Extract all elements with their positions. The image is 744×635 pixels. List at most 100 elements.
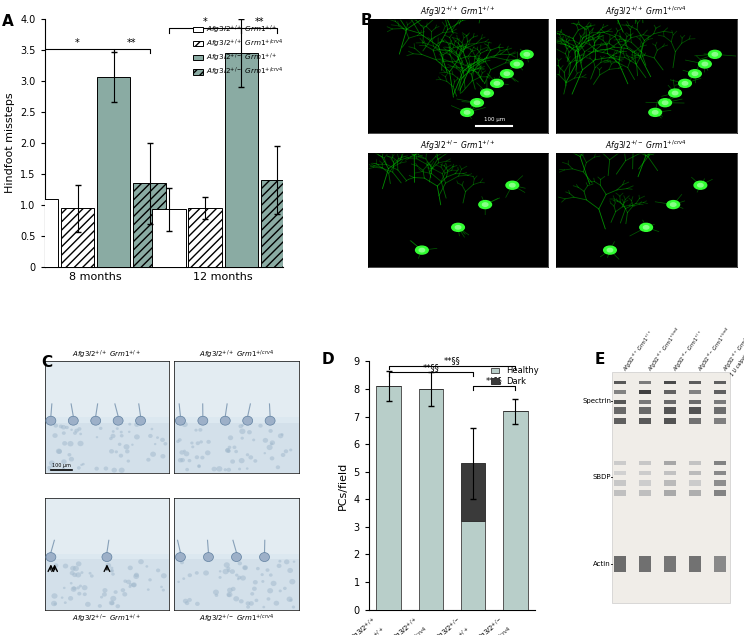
Title: $Afg3l2^{+/+}$ $Grm1^{+/+}$: $Afg3l2^{+/+}$ $Grm1^{+/+}$ — [420, 4, 496, 19]
Circle shape — [702, 62, 708, 65]
Circle shape — [185, 601, 190, 605]
Circle shape — [263, 606, 265, 608]
Bar — [174, 423, 299, 473]
Y-axis label: PCs/field: PCs/field — [338, 462, 348, 510]
Circle shape — [46, 416, 56, 425]
Circle shape — [191, 446, 194, 448]
Bar — [664, 461, 676, 465]
Circle shape — [246, 453, 249, 457]
Circle shape — [475, 101, 480, 104]
Circle shape — [266, 568, 269, 572]
Circle shape — [206, 440, 211, 444]
Circle shape — [131, 444, 134, 446]
Bar — [614, 408, 626, 413]
Bar — [689, 418, 701, 424]
Bar — [614, 399, 626, 404]
Circle shape — [71, 587, 77, 592]
Circle shape — [161, 573, 167, 578]
Circle shape — [482, 203, 488, 206]
Text: $Afg3l2^{+/+}$ $Grm1^{+/+}$: $Afg3l2^{+/+}$ $Grm1^{+/+}$ — [621, 328, 657, 373]
Circle shape — [72, 586, 76, 590]
Circle shape — [109, 449, 114, 453]
Circle shape — [270, 440, 275, 445]
Circle shape — [203, 552, 214, 561]
Circle shape — [133, 573, 139, 579]
Circle shape — [240, 437, 244, 439]
Circle shape — [47, 466, 51, 470]
Bar — [664, 418, 676, 424]
Circle shape — [134, 422, 139, 427]
Circle shape — [484, 91, 490, 95]
Circle shape — [62, 564, 68, 568]
Y-axis label: Hindfoot missteps: Hindfoot missteps — [4, 93, 15, 194]
Circle shape — [234, 596, 239, 601]
Circle shape — [284, 559, 289, 565]
Circle shape — [289, 579, 295, 584]
Bar — [689, 556, 701, 572]
Circle shape — [256, 567, 260, 570]
Circle shape — [126, 580, 131, 584]
Circle shape — [111, 573, 115, 576]
Bar — [638, 471, 651, 475]
Circle shape — [57, 450, 62, 454]
Circle shape — [237, 576, 241, 579]
Bar — [689, 471, 701, 475]
X-axis label: $Afg3l2^{+/-}$ $Grm1^{+/+}$: $Afg3l2^{+/-}$ $Grm1^{+/+}$ — [72, 612, 141, 625]
Circle shape — [267, 588, 273, 594]
Circle shape — [237, 561, 242, 565]
Circle shape — [197, 465, 201, 468]
Bar — [638, 391, 651, 394]
Circle shape — [274, 601, 279, 606]
X-axis label: $Afg3l2^{+/-}$ $Grm1^{+/crv4}$: $Afg3l2^{+/-}$ $Grm1^{+/crv4}$ — [199, 612, 274, 625]
Circle shape — [232, 446, 237, 449]
Text: $Afg3l2^{+/-}$ $Grm1^{+/+}$: $Afg3l2^{+/-}$ $Grm1^{+/+}$ — [671, 328, 708, 373]
Circle shape — [471, 98, 484, 107]
Circle shape — [227, 468, 231, 472]
Circle shape — [280, 453, 286, 457]
Circle shape — [125, 450, 129, 453]
Circle shape — [243, 565, 248, 570]
Circle shape — [243, 566, 247, 570]
Circle shape — [73, 566, 79, 572]
Circle shape — [183, 450, 186, 452]
Circle shape — [110, 601, 115, 605]
Circle shape — [134, 573, 139, 577]
Circle shape — [90, 574, 94, 578]
Circle shape — [176, 440, 180, 443]
Circle shape — [109, 570, 113, 573]
Circle shape — [205, 450, 211, 455]
Circle shape — [240, 429, 246, 434]
Circle shape — [464, 110, 469, 114]
Circle shape — [184, 451, 189, 457]
Circle shape — [161, 589, 165, 592]
Circle shape — [230, 569, 235, 574]
Circle shape — [286, 596, 292, 602]
Circle shape — [116, 427, 119, 430]
Circle shape — [109, 600, 115, 605]
Title: $Afg3l2^{+/+}$ $Grm1^{+/crv4}$: $Afg3l2^{+/+}$ $Grm1^{+/crv4}$ — [199, 349, 274, 361]
Circle shape — [109, 437, 113, 440]
Circle shape — [699, 60, 711, 68]
Circle shape — [68, 596, 73, 601]
Circle shape — [228, 446, 231, 449]
Circle shape — [283, 587, 286, 590]
Circle shape — [219, 576, 222, 579]
Circle shape — [712, 53, 717, 56]
Circle shape — [77, 592, 81, 596]
Bar — [45, 361, 169, 417]
Bar — [614, 418, 626, 424]
Bar — [713, 556, 726, 572]
Bar — [689, 391, 701, 394]
Circle shape — [227, 450, 231, 453]
Circle shape — [667, 201, 679, 208]
Circle shape — [481, 89, 493, 97]
Circle shape — [164, 442, 167, 446]
Circle shape — [226, 592, 232, 598]
Circle shape — [118, 443, 121, 446]
Circle shape — [114, 590, 118, 594]
Bar — [713, 471, 726, 475]
Circle shape — [252, 587, 257, 591]
Bar — [97, 77, 130, 267]
Circle shape — [106, 563, 111, 568]
Circle shape — [247, 430, 252, 434]
